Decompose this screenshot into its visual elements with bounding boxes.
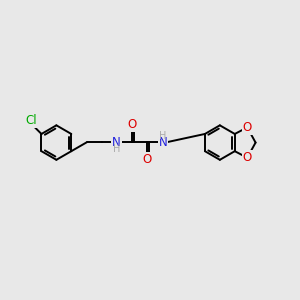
Text: N: N <box>112 136 121 149</box>
Text: H: H <box>113 144 120 154</box>
Text: O: O <box>143 153 152 166</box>
Text: O: O <box>243 151 252 164</box>
Text: O: O <box>243 121 252 134</box>
Text: Cl: Cl <box>26 114 37 127</box>
Text: O: O <box>127 118 136 131</box>
Text: H: H <box>159 131 167 141</box>
Text: N: N <box>158 136 167 149</box>
